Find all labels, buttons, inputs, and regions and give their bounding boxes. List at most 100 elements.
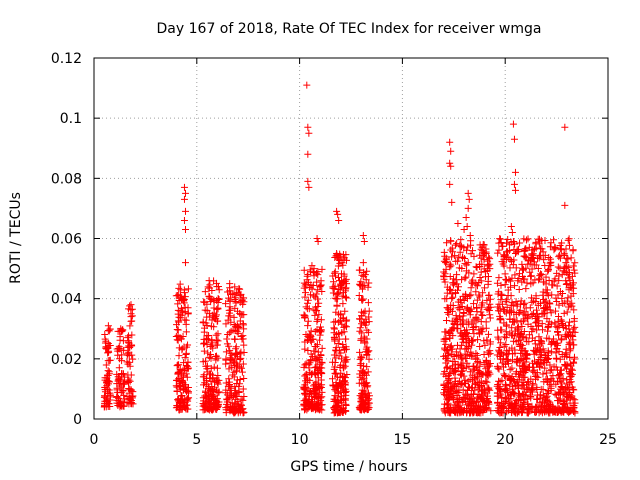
- data-point: [312, 290, 320, 298]
- data-point: [552, 363, 560, 371]
- data-point: [340, 272, 348, 280]
- data-point: [311, 343, 319, 351]
- data-point: [555, 272, 563, 280]
- data-point: [456, 248, 464, 256]
- data-point: [556, 391, 564, 399]
- data-point: [301, 345, 309, 353]
- data-point: [228, 291, 236, 299]
- data-point: [485, 262, 493, 270]
- data-point: [331, 392, 339, 400]
- data-point: [102, 361, 110, 369]
- data-point: [318, 393, 326, 401]
- data-point: [358, 354, 366, 362]
- data-point: [544, 292, 552, 300]
- data-point: [329, 381, 337, 389]
- data-point: [547, 402, 555, 410]
- data-point: [500, 404, 508, 412]
- data-point: [570, 401, 578, 409]
- data-point: [517, 336, 525, 344]
- data-point: [495, 377, 503, 385]
- data-point: [175, 284, 183, 292]
- data-point: [202, 405, 210, 413]
- data-point: [520, 333, 528, 341]
- data-point: [499, 260, 507, 268]
- data-point: [308, 353, 316, 361]
- data-point: [304, 322, 312, 330]
- data-point: [181, 354, 189, 362]
- data-point: [126, 385, 134, 393]
- data-point: [231, 389, 239, 397]
- data-point: [214, 337, 222, 345]
- data-point: [474, 367, 482, 375]
- data-point: [362, 315, 370, 323]
- data-point: [514, 245, 522, 253]
- data-point: [503, 248, 511, 256]
- data-point: [465, 320, 473, 328]
- data-point: [183, 373, 191, 381]
- data-point: [528, 388, 536, 396]
- data-point: [315, 311, 323, 319]
- data-point: [463, 326, 471, 334]
- data-point: [563, 389, 571, 397]
- data-point: [340, 345, 348, 353]
- data-point: [453, 240, 461, 248]
- data-point: [545, 388, 553, 396]
- x-axis-label: GPS time / hours: [290, 459, 407, 475]
- data-point: [510, 256, 518, 264]
- data-point: [497, 326, 505, 334]
- data-point: [315, 382, 323, 390]
- data-point: [224, 331, 232, 339]
- data-point: [443, 347, 451, 355]
- data-point: [356, 348, 364, 356]
- data-point: [474, 381, 482, 389]
- data-point: [235, 387, 243, 395]
- data-point: [537, 353, 545, 361]
- data-point: [207, 343, 215, 351]
- data-point: [222, 379, 230, 387]
- data-point: [536, 270, 544, 278]
- data-point: [532, 306, 540, 314]
- data-point: [333, 290, 341, 298]
- data-point: [332, 347, 340, 355]
- data-point: [540, 296, 548, 304]
- data-point: [364, 283, 372, 291]
- data-point: [176, 401, 184, 409]
- data-point: [182, 328, 190, 336]
- data-point: [448, 253, 456, 261]
- y-axis-label: ROTI / TECUs: [8, 192, 24, 284]
- data-point: [215, 286, 223, 294]
- data-point: [339, 300, 347, 308]
- data-point: [181, 366, 189, 374]
- data-point: [453, 352, 461, 360]
- data-point: [558, 407, 566, 415]
- data-point: [312, 378, 320, 386]
- data-point: [455, 253, 463, 261]
- data-point: [570, 341, 578, 349]
- data-point: [175, 382, 183, 390]
- data-point: [124, 334, 132, 342]
- data-point: [533, 326, 541, 334]
- data-point: [201, 387, 209, 395]
- data-point: [239, 320, 247, 328]
- data-point: [495, 274, 503, 282]
- data-point: [564, 270, 572, 278]
- data-point: [516, 341, 524, 349]
- data-point: [515, 309, 523, 317]
- data-point: [472, 355, 480, 363]
- data-point: [500, 342, 508, 350]
- data-point: [552, 294, 560, 302]
- data-point: [525, 243, 533, 251]
- data-point: [521, 299, 529, 307]
- data-point: [178, 378, 186, 386]
- data-point: [462, 354, 470, 362]
- data-point: [443, 364, 451, 372]
- data-point: [524, 400, 532, 408]
- data-point: [533, 383, 541, 391]
- data-point: [200, 339, 208, 347]
- data-point: [553, 298, 561, 306]
- data-point: [470, 270, 478, 278]
- data-point: [553, 282, 561, 290]
- data-point: [471, 365, 479, 373]
- data-point: [566, 353, 574, 361]
- data-point: [506, 241, 514, 249]
